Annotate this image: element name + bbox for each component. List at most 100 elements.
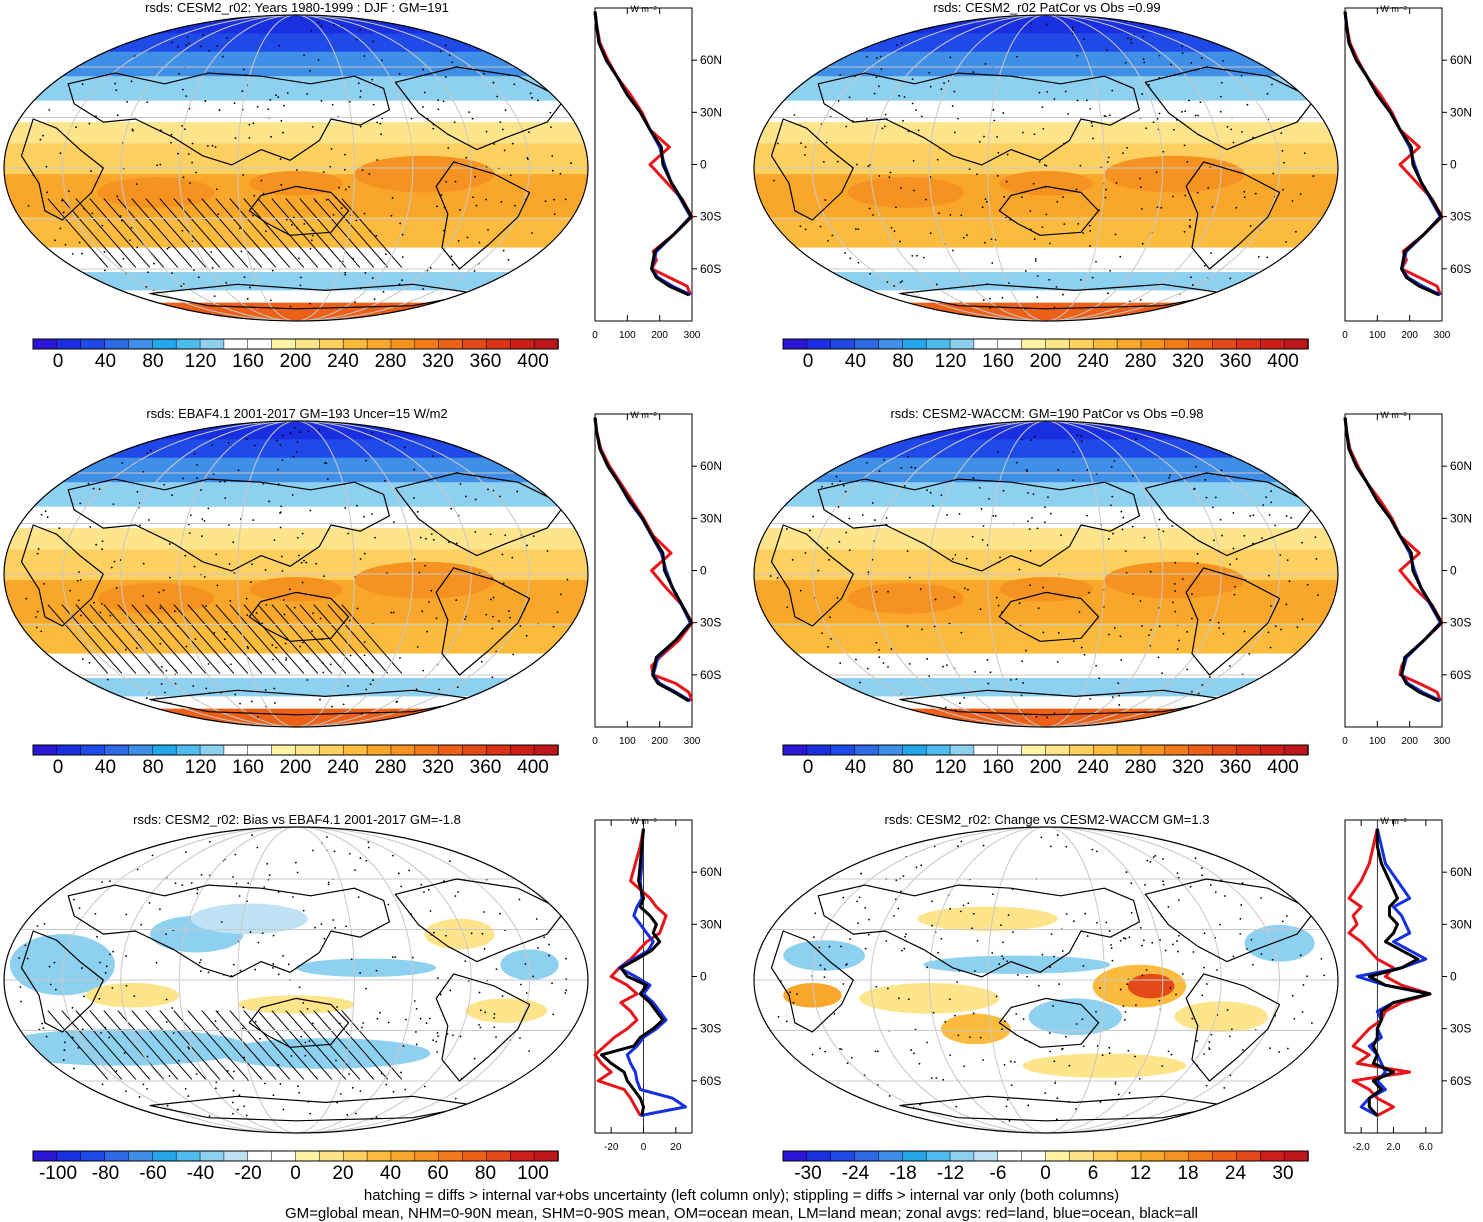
- colorbar-swatch: [1236, 1150, 1262, 1162]
- stipple-dot: [996, 174, 999, 177]
- stipple-dot: [839, 662, 842, 665]
- stipple-dot: [171, 1007, 174, 1009]
- stipple-dot: [1021, 660, 1024, 663]
- stipple-dot: [279, 444, 282, 446]
- stipple-dot: [991, 893, 994, 896]
- stipple-dot: [363, 55, 366, 57]
- colorbar-swatch: [390, 338, 416, 350]
- stipple-dot: [401, 233, 404, 236]
- stipple-dot: [1071, 28, 1074, 31]
- colorbar-swatch: [342, 1150, 368, 1162]
- map-band: [754, 482, 1338, 508]
- stipple-dot: [62, 1059, 65, 1061]
- stipple-dot: [1173, 128, 1175, 131]
- stipple-dot: [1286, 915, 1288, 917]
- stipple-dot: [255, 612, 258, 614]
- stipple-dot: [942, 665, 944, 668]
- stipple-dot: [166, 1104, 169, 1107]
- stipple-dot: [36, 610, 39, 613]
- stipple-dot: [37, 548, 40, 550]
- stipple-dot: [986, 658, 989, 661]
- stipple-dot: [1312, 175, 1315, 177]
- colorbar: 0 40 80 120 160 200 240 280 320 360 400: [782, 338, 1309, 372]
- stipple-dot: [1184, 110, 1187, 113]
- stipple-dot: [898, 94, 901, 97]
- colorbar-label: 280: [375, 351, 407, 372]
- stipple-dot: [1168, 476, 1170, 479]
- stipple-dot: [357, 82, 360, 85]
- stipple-dot: [243, 276, 246, 279]
- stipple-dot: [833, 1012, 836, 1015]
- stipple-dot: [492, 596, 495, 599]
- stipple-dot: [1269, 605, 1272, 607]
- stipple-dot: [1135, 1004, 1137, 1007]
- map-band: [754, 421, 1338, 441]
- zonal-frame: [594, 7, 693, 322]
- stipple-dot: [895, 879, 898, 882]
- stipple-dot: [951, 558, 954, 560]
- stipple-dot: [1274, 625, 1277, 628]
- stipple-dot: [982, 844, 985, 847]
- stipple-dot: [45, 1035, 48, 1038]
- colorbar-swatch: [319, 744, 344, 756]
- stipple-dot: [130, 226, 133, 229]
- stipple-dot: [1279, 554, 1282, 556]
- colorbar-swatch: [128, 744, 154, 756]
- stipple-dot: [125, 984, 128, 987]
- stipple-dot: [430, 589, 433, 592]
- hatch-line: [131, 604, 193, 674]
- stipple-dot: [425, 1022, 428, 1025]
- stipple-dot: [1301, 1011, 1304, 1013]
- stipple-dot: [1096, 921, 1098, 924]
- stipple-dot: [243, 1105, 246, 1108]
- colorbar-swatch: [878, 338, 904, 350]
- stipple-dot: [1126, 983, 1129, 986]
- map-band: [4, 33, 588, 53]
- stipple-dot: [1176, 648, 1179, 651]
- stipple-dot: [421, 610, 424, 613]
- stipple-dot: [148, 901, 151, 904]
- stipple-dot: [96, 935, 98, 938]
- stipple-dot: [145, 697, 148, 699]
- coastline: [67, 478, 390, 572]
- stipple-dot: [1131, 525, 1134, 528]
- stipple-dot: [436, 1031, 439, 1034]
- stipple-dot: [479, 1026, 482, 1029]
- hatch-line: [313, 198, 375, 268]
- stipple-dot: [475, 204, 478, 207]
- stipple-dot: [302, 909, 305, 912]
- stipple-dot: [544, 200, 547, 203]
- map-band: [4, 708, 588, 727]
- map-stippling: [18, 834, 568, 1121]
- stipple-dot: [326, 836, 328, 838]
- stipple-dot: [1007, 282, 1010, 285]
- map-maximum: [249, 577, 343, 602]
- stipple-dot: [400, 1071, 402, 1074]
- stipple-dot: [361, 169, 364, 172]
- stipple-dot: [1173, 583, 1176, 585]
- stipple-dot: [1267, 574, 1270, 577]
- stipple-dot: [485, 198, 487, 201]
- stipple-dot: [928, 675, 931, 677]
- stipple-dot: [359, 558, 362, 560]
- stipple-dot: [1076, 434, 1079, 437]
- stipple-dot: [1189, 226, 1192, 228]
- stipple-dot: [279, 526, 282, 529]
- colorbar-label: -80: [92, 1163, 119, 1184]
- stipple-dot: [1003, 195, 1006, 198]
- stipple-dot: [1049, 845, 1052, 848]
- colorbar-swatch: [486, 744, 512, 756]
- stipple-dot: [1291, 994, 1294, 997]
- map-graticule: [754, 827, 1338, 1133]
- stipple-dot: [926, 966, 929, 969]
- colorbar-label: 0: [53, 351, 64, 372]
- stipple-dot: [1220, 81, 1223, 84]
- colorbar-swatch: [782, 338, 808, 350]
- stipple-dot: [940, 937, 943, 940]
- stipple-dot: [423, 91, 426, 94]
- stipple-dot: [1072, 640, 1075, 643]
- coastline: [20, 524, 104, 627]
- stipple-dot: [1230, 128, 1233, 131]
- stipple-dot: [1270, 501, 1273, 504]
- stipple-dot: [317, 21, 320, 24]
